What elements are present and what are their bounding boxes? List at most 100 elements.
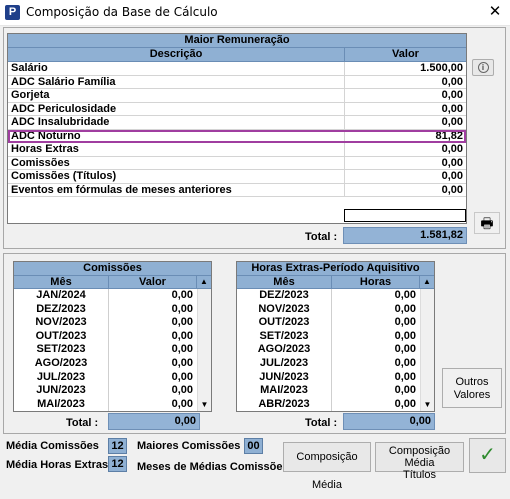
row-valor: 0,00: [394, 384, 416, 397]
maiores-comissoes-value[interactable]: 00: [244, 438, 263, 454]
title-bar: P Composição da Base de Cálculo ✕: [0, 0, 510, 26]
row-valor: 1.500,00: [420, 62, 463, 74]
row-mes: SET/2023: [237, 329, 332, 344]
scroll-up-icon[interactable]: ▲: [423, 277, 431, 286]
row-mes: JAN/2024: [14, 289, 109, 303]
scroll-up-icon[interactable]: ▲: [200, 277, 208, 286]
row-valor: 0,00: [441, 116, 463, 128]
composicao-media-titulos-button[interactable]: Composição Média Títulos: [375, 442, 464, 481]
row-valor: 0,00: [441, 143, 463, 155]
row-valor: 0,00: [171, 370, 193, 383]
table-row[interactable]: DEZ/2023 0,00: [237, 289, 420, 303]
value-edit-cell[interactable]: [344, 209, 466, 222]
comissoes-total-value: 0,00: [108, 413, 200, 430]
maior-remuneracao-grid: Maior Remuneração Descrição Valor Salári…: [7, 33, 467, 224]
table-row[interactable]: ADC Periculosidade 0,00: [8, 102, 466, 116]
row-mes: NOV/2023: [14, 316, 109, 330]
table-row[interactable]: OUT/2023 0,00: [237, 316, 420, 330]
outros-valores-button[interactable]: Outros Valores: [442, 368, 502, 408]
table-row[interactable]: MAI/2023 0,00: [14, 397, 197, 412]
table-row[interactable]: ADC Insalubridade 0,00: [8, 116, 466, 130]
table-row[interactable]: NOV/2023 0,00: [237, 302, 420, 317]
table-row[interactable]: Gorjeta 0,00: [8, 89, 466, 103]
row-valor: 0,00: [394, 356, 416, 369]
composicao-media-button[interactable]: Composição Média: [283, 442, 371, 491]
table-row[interactable]: SET/2023 0,00: [237, 329, 420, 344]
row-valor: 0,00: [171, 329, 193, 342]
maiores-comissoes-label: Maiores Comissões: [137, 440, 241, 452]
row-descricao: Comissões (Títulos): [8, 170, 345, 183]
print-button[interactable]: 🖶: [474, 212, 500, 234]
table-row[interactable]: JUN/2023 0,00: [14, 384, 197, 398]
composicao-media-titulos-label-2: Títulos: [402, 469, 436, 481]
row-valor: 0,00: [441, 170, 463, 182]
comissoes-total-label: Total :: [66, 417, 99, 429]
row-valor: 0,00: [171, 397, 193, 410]
table-row[interactable]: Horas Extras 0,00: [8, 143, 466, 157]
composicao-media-titulos-label-1: Composição Média: [388, 445, 451, 469]
row-descricao: Comissões: [8, 156, 345, 169]
table-row[interactable]: ADC Noturno 81,82: [8, 129, 466, 143]
app-icon: P: [5, 5, 20, 20]
table-row[interactable]: AGO/2023 0,00: [14, 356, 197, 371]
row-valor: 81,82: [435, 129, 463, 142]
table-row[interactable]: Salário 1.500,00: [8, 62, 466, 76]
col-valor: Valor: [392, 48, 419, 60]
row-valor: 0,00: [171, 302, 193, 315]
ok-button[interactable]: ✓: [469, 438, 506, 473]
table-row[interactable]: JUL/2023 0,00: [14, 370, 197, 385]
row-mes: NOV/2023: [237, 302, 332, 317]
row-valor: 0,00: [171, 356, 193, 369]
col-descricao: Descrição: [8, 48, 345, 61]
table-row[interactable]: Eventos em fórmulas de meses anteriores 0…: [8, 183, 466, 197]
table-row[interactable]: NOV/2023 0,00: [14, 316, 197, 330]
table-row[interactable]: Comissões (Títulos) 0,00: [8, 170, 466, 184]
media-comissoes-value[interactable]: 12: [108, 438, 127, 454]
table-row[interactable]: AGO/2023 0,00: [237, 343, 420, 357]
row-mes: JUL/2023: [237, 356, 332, 371]
row-valor: 0,00: [394, 397, 416, 410]
table-row[interactable]: DEZ/2023 0,00: [14, 302, 197, 317]
row-descricao: ADC Noturno: [8, 129, 345, 142]
row-valor: 0,00: [171, 384, 193, 397]
row-valor: 0,00: [441, 183, 463, 196]
table-row[interactable]: SET/2023 0,00: [14, 343, 197, 357]
row-valor: 0,00: [394, 329, 416, 342]
maior-remuneracao-rows: Salário 1.500,00 ADC Salário Família 0,00 Go…: [8, 62, 466, 197]
row-valor: 0,00: [394, 316, 416, 329]
info-button[interactable]: i: [472, 59, 494, 76]
row-descricao: Salário: [8, 62, 345, 75]
comissoes-scrollbar[interactable]: ▼: [197, 289, 211, 411]
table-row[interactable]: ABR/2023 0,00: [237, 397, 420, 412]
row-valor: 0,00: [171, 316, 193, 329]
table-row[interactable]: OUT/2023 0,00: [14, 329, 197, 344]
window-title: Composição da Base de Cálculo: [26, 5, 218, 19]
row-valor: 0,00: [394, 343, 416, 356]
table-row[interactable]: ADC Salário Família 0,00: [8, 75, 466, 89]
table-row[interactable]: JUN/2023 0,00: [237, 370, 420, 385]
row-mes: MAI/2023: [237, 384, 332, 398]
table-row[interactable]: JUL/2023 0,00: [237, 356, 420, 371]
media-horas-extras-value[interactable]: 12: [108, 456, 127, 472]
horas-extras-title: Horas Extras-Período Aquisitivo: [237, 262, 434, 276]
col-valor: Valor: [109, 276, 197, 288]
comissoes-rows: JAN/2024 0,00 DEZ/2023 0,00 NOV/2023 0,00 OUT/…: [14, 289, 197, 412]
table-row[interactable]: Comissões 0,00: [8, 156, 466, 170]
close-icon[interactable]: ✕: [488, 3, 502, 20]
table-row[interactable]: JAN/2024 0,00: [14, 289, 197, 303]
scroll-down-icon[interactable]: ▼: [423, 400, 432, 409]
maior-remuneracao-title: Maior Remuneração: [8, 34, 466, 48]
row-valor: 0,00: [171, 289, 193, 301]
scroll-down-icon[interactable]: ▼: [200, 400, 209, 409]
row-valor: 0,00: [394, 289, 416, 301]
horas-extras-rows: DEZ/2023 0,00 NOV/2023 0,00 OUT/2023 0,00 SET/…: [237, 289, 420, 412]
maior-total-label: Total :: [305, 231, 338, 243]
horas-extras-total-value: 0,00: [343, 413, 435, 430]
horas-extras-scrollbar[interactable]: ▼: [420, 289, 434, 411]
table-row[interactable]: MAI/2023 0,00: [237, 384, 420, 398]
row-valor: 0,00: [441, 156, 463, 169]
row-descricao: Horas Extras: [8, 143, 345, 156]
col-mes: Mês: [237, 276, 332, 288]
meses-medias-comissoes-label: Meses de Médias Comissões: [137, 461, 289, 473]
col-mes: Mês: [14, 276, 109, 288]
